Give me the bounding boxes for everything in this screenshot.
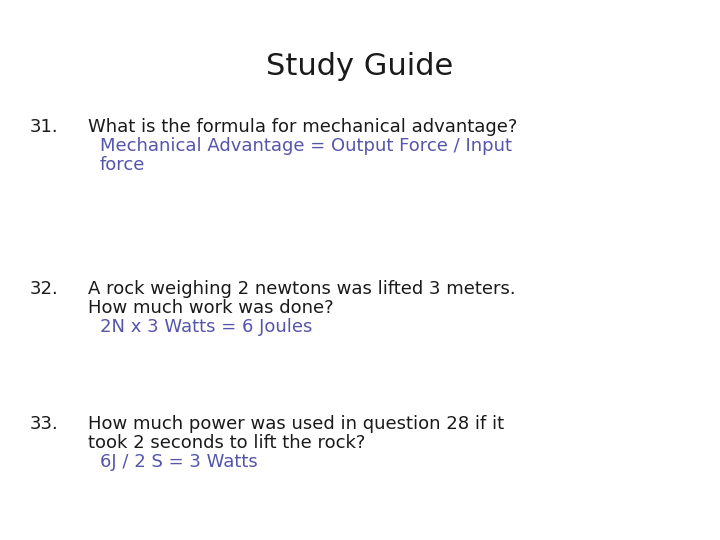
Text: How much work was done?: How much work was done? bbox=[88, 299, 333, 317]
Text: took 2 seconds to lift the rock?: took 2 seconds to lift the rock? bbox=[88, 434, 365, 452]
Text: What is the formula for mechanical advantage?: What is the formula for mechanical advan… bbox=[88, 118, 518, 136]
Text: A rock weighing 2 newtons was lifted 3 meters.: A rock weighing 2 newtons was lifted 3 m… bbox=[88, 280, 516, 298]
Text: Study Guide: Study Guide bbox=[266, 52, 454, 81]
Text: 33.: 33. bbox=[30, 415, 59, 433]
Text: How much power was used in question 28 if it: How much power was used in question 28 i… bbox=[88, 415, 504, 433]
Text: force: force bbox=[100, 156, 145, 174]
Text: 6J / 2 S = 3 Watts: 6J / 2 S = 3 Watts bbox=[100, 453, 258, 471]
Text: Mechanical Advantage = Output Force / Input: Mechanical Advantage = Output Force / In… bbox=[100, 137, 512, 155]
Text: 31.: 31. bbox=[30, 118, 58, 136]
Text: 32.: 32. bbox=[30, 280, 59, 298]
Text: 2N x 3 Watts = 6 Joules: 2N x 3 Watts = 6 Joules bbox=[100, 318, 312, 336]
